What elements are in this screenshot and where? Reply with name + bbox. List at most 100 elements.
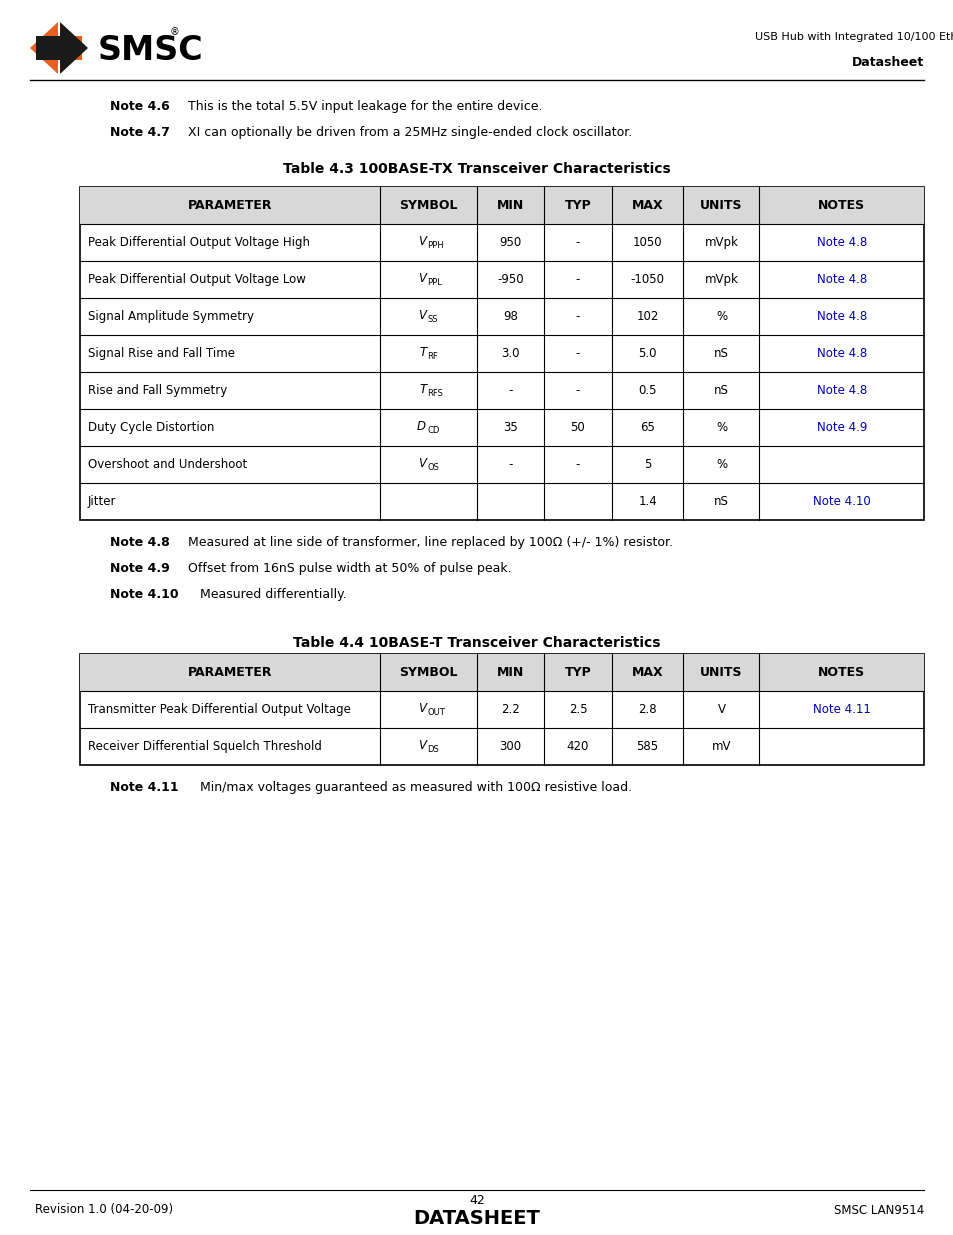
Text: UNITS: UNITS	[700, 666, 742, 679]
Text: 2.5: 2.5	[568, 703, 587, 716]
Text: 300: 300	[498, 740, 521, 753]
Text: -: -	[576, 236, 579, 249]
Text: Jitter: Jitter	[88, 495, 116, 508]
Text: T: T	[418, 346, 426, 359]
Text: 1.4: 1.4	[638, 495, 657, 508]
Text: -: -	[576, 273, 579, 287]
Text: nS: nS	[713, 384, 728, 396]
Text: CD: CD	[427, 426, 439, 435]
Text: 0.5: 0.5	[638, 384, 657, 396]
Text: -: -	[576, 347, 579, 359]
Text: Note 4.7: Note 4.7	[110, 126, 170, 140]
Text: Measured differentially.: Measured differentially.	[200, 588, 346, 601]
Text: XI can optionally be driven from a 25MHz single-ended clock oscillator.: XI can optionally be driven from a 25MHz…	[188, 126, 632, 140]
Text: 50: 50	[570, 421, 585, 433]
Text: Duty Cycle Distortion: Duty Cycle Distortion	[88, 421, 214, 433]
Text: 2.2: 2.2	[500, 703, 519, 716]
Bar	[80, 186, 923, 520]
Text: 98: 98	[502, 310, 517, 324]
Text: Offset from 16nS pulse width at 50% of pulse peak.: Offset from 16nS pulse width at 50% of p…	[188, 562, 511, 576]
Polygon shape	[36, 22, 88, 74]
Text: Peak Differential Output Voltage High: Peak Differential Output Voltage High	[88, 236, 310, 249]
Text: 35: 35	[502, 421, 517, 433]
Text: NOTES: NOTES	[818, 666, 864, 679]
Text: Note 4.6: Note 4.6	[110, 100, 170, 112]
Text: -: -	[508, 384, 512, 396]
Text: OUT: OUT	[427, 708, 444, 718]
Text: Table 4.4 10BASE-T Transceiver Characteristics: Table 4.4 10BASE-T Transceiver Character…	[293, 636, 660, 650]
Text: 5.0: 5.0	[638, 347, 657, 359]
Text: TYP: TYP	[564, 199, 591, 212]
Text: 42: 42	[469, 1193, 484, 1207]
Text: Measured at line side of transformer, line replaced by 100Ω (+/- 1%) resistor.: Measured at line side of transformer, li…	[188, 536, 672, 550]
Text: T: T	[418, 383, 426, 396]
Text: Note 4.11: Note 4.11	[110, 781, 178, 794]
Text: -: -	[576, 458, 579, 471]
Text: RF: RF	[427, 352, 437, 361]
Text: V: V	[717, 703, 724, 716]
Text: V: V	[417, 457, 426, 471]
Text: 5: 5	[643, 458, 651, 471]
Text: PARAMETER: PARAMETER	[188, 199, 272, 212]
Text: V: V	[417, 701, 426, 715]
Text: RFS: RFS	[427, 389, 442, 398]
Text: Min/max voltages guaranteed as measured with 100Ω resistive load.: Min/max voltages guaranteed as measured …	[200, 781, 632, 794]
Text: D: D	[416, 420, 426, 433]
Text: USB Hub with Integrated 10/100 Ethernet Controller: USB Hub with Integrated 10/100 Ethernet …	[754, 32, 953, 42]
Text: Receiver Differential Squelch Threshold: Receiver Differential Squelch Threshold	[88, 740, 321, 753]
Text: 65: 65	[639, 421, 655, 433]
Text: %: %	[715, 458, 726, 471]
Text: ®: ®	[170, 27, 179, 37]
Text: DATASHEET: DATASHEET	[414, 1209, 539, 1228]
Text: -: -	[576, 310, 579, 324]
Bar	[80, 655, 923, 764]
Text: %: %	[715, 421, 726, 433]
Text: SMSC: SMSC	[98, 33, 204, 67]
Text: Signal Amplitude Symmetry: Signal Amplitude Symmetry	[88, 310, 253, 324]
Bar	[80, 655, 923, 692]
Text: Note 4.8: Note 4.8	[110, 536, 170, 550]
Text: MIN: MIN	[497, 199, 523, 212]
Text: SMSC LAN9514: SMSC LAN9514	[833, 1203, 923, 1216]
Text: Note 4.9: Note 4.9	[110, 562, 170, 576]
Text: V: V	[417, 235, 426, 248]
Text: Note 4.8: Note 4.8	[816, 236, 866, 249]
Text: SYMBOL: SYMBOL	[398, 199, 456, 212]
Text: Revision 1.0 (04-20-09): Revision 1.0 (04-20-09)	[35, 1203, 172, 1216]
Text: mV: mV	[711, 740, 730, 753]
Text: SYMBOL: SYMBOL	[398, 666, 456, 679]
Text: 1050: 1050	[632, 236, 661, 249]
Text: NOTES: NOTES	[818, 199, 864, 212]
Text: PPL: PPL	[427, 278, 441, 287]
Text: Note 4.8: Note 4.8	[816, 310, 866, 324]
Text: Note 4.11: Note 4.11	[812, 703, 870, 716]
Text: MAX: MAX	[631, 199, 662, 212]
Text: V: V	[417, 739, 426, 752]
Text: OS: OS	[427, 463, 438, 472]
Text: 3.0: 3.0	[500, 347, 519, 359]
Polygon shape	[30, 22, 82, 74]
Text: Table 4.3 100BASE-TX Transceiver Characteristics: Table 4.3 100BASE-TX Transceiver Charact…	[283, 162, 670, 177]
Text: UNITS: UNITS	[700, 199, 742, 212]
Text: -: -	[576, 384, 579, 396]
Text: -950: -950	[497, 273, 523, 287]
Text: -1050: -1050	[630, 273, 664, 287]
Text: -: -	[508, 458, 512, 471]
Text: mVpk: mVpk	[703, 236, 738, 249]
Text: 585: 585	[636, 740, 658, 753]
Text: Signal Rise and Fall Time: Signal Rise and Fall Time	[88, 347, 234, 359]
Text: Overshoot and Undershoot: Overshoot and Undershoot	[88, 458, 247, 471]
Text: DS: DS	[427, 745, 438, 755]
Text: 420: 420	[566, 740, 589, 753]
Text: Note 4.9: Note 4.9	[816, 421, 866, 433]
Text: Note 4.8: Note 4.8	[816, 273, 866, 287]
Text: Note 4.10: Note 4.10	[110, 588, 178, 601]
Text: mVpk: mVpk	[703, 273, 738, 287]
Text: 2.8: 2.8	[638, 703, 657, 716]
Text: TYP: TYP	[564, 666, 591, 679]
Text: MIN: MIN	[497, 666, 523, 679]
Text: PPH: PPH	[427, 241, 443, 249]
Text: Note 4.8: Note 4.8	[816, 347, 866, 359]
Text: 102: 102	[636, 310, 659, 324]
Text: Peak Differential Output Voltage Low: Peak Differential Output Voltage Low	[88, 273, 306, 287]
